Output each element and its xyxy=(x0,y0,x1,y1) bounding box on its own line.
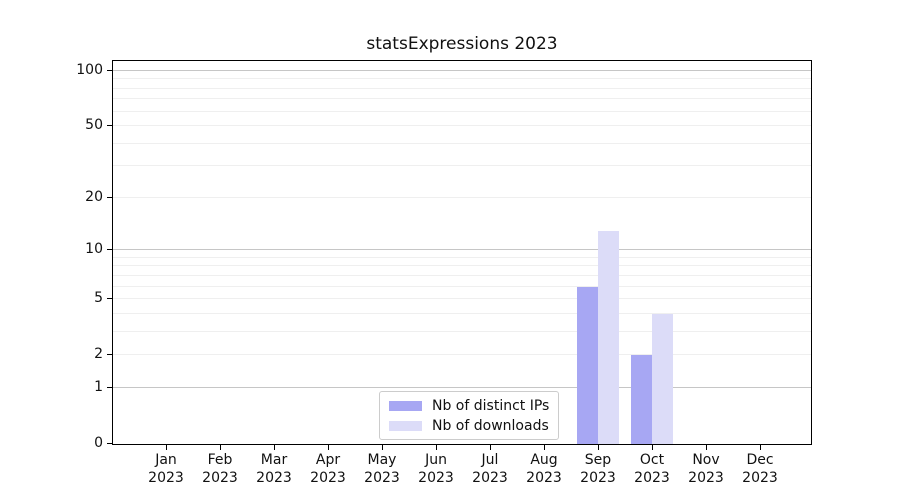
x-tick-label: Feb 2023 xyxy=(202,452,238,486)
y-tick xyxy=(107,354,112,356)
gridline-minor xyxy=(113,274,811,276)
x-tick-label: May 2023 xyxy=(364,452,400,486)
x-tick xyxy=(328,445,329,450)
gridline-major xyxy=(113,386,811,388)
y-tick-label: 0 xyxy=(94,435,103,451)
gridline-minor xyxy=(113,98,811,100)
x-tick-label: Dec 2023 xyxy=(742,452,778,486)
gridline-minor xyxy=(113,330,811,332)
y-tick-label: 5 xyxy=(94,290,103,307)
legend-label-distinct-ips: Nb of distinct IPs xyxy=(432,397,550,414)
x-tick xyxy=(544,445,545,450)
plot-area xyxy=(112,60,812,445)
gridline-minor xyxy=(113,78,811,80)
y-tick-label: 10 xyxy=(85,241,103,258)
chart-title: statsExpressions 2023 xyxy=(366,34,558,54)
gridline-minor xyxy=(113,312,811,314)
legend-swatch-distinct-ips-icon xyxy=(389,400,422,411)
legend-item-distinct-ips: Nb of distinct IPs xyxy=(389,397,549,414)
legend: Nb of distinct IPs Nb of downloads xyxy=(379,391,560,440)
bar-sep-downloads xyxy=(598,230,619,444)
gridline-major xyxy=(113,249,811,251)
gridline-minor xyxy=(113,165,811,167)
gridline-minor xyxy=(113,142,811,144)
y-tick-label: 20 xyxy=(85,188,103,205)
y-tick xyxy=(107,196,112,198)
x-tick-label: Jun 2023 xyxy=(418,452,454,486)
gridline-minor xyxy=(113,125,811,127)
y-tick xyxy=(107,125,112,127)
x-tick xyxy=(382,445,383,450)
y-tick xyxy=(107,249,112,251)
legend-item-downloads: Nb of downloads xyxy=(389,417,549,434)
gridline-minor xyxy=(113,87,811,89)
x-tick-label: Jan 2023 xyxy=(148,452,184,486)
y-tick xyxy=(107,443,112,444)
x-tick xyxy=(490,445,491,450)
gridline-minor xyxy=(113,354,811,356)
x-tick xyxy=(274,445,275,450)
x-tick xyxy=(706,445,707,450)
gridline-minor xyxy=(113,285,811,287)
x-tick xyxy=(436,445,437,450)
x-tick xyxy=(166,445,167,450)
gridline-minor xyxy=(113,196,811,198)
x-tick-label: Jul 2023 xyxy=(472,452,508,486)
legend-swatch-downloads-icon xyxy=(389,420,422,431)
x-tick-label: Mar 2023 xyxy=(256,452,292,486)
gridline-minor xyxy=(113,256,811,258)
y-tick-label: 2 xyxy=(94,346,103,363)
x-tick xyxy=(220,445,221,450)
y-tick xyxy=(107,70,112,71)
x-tick xyxy=(652,445,653,450)
gridline-minor xyxy=(113,110,811,112)
y-tick-label: 100 xyxy=(76,62,103,78)
y-tick-label: 1 xyxy=(94,378,103,395)
x-tick xyxy=(760,445,761,450)
y-tick-label: 50 xyxy=(85,117,103,134)
x-tick-label: Sep 2023 xyxy=(580,452,616,486)
gridline-minor xyxy=(113,265,811,267)
gridline-minor xyxy=(113,298,811,300)
y-tick xyxy=(107,298,112,300)
legend-label-downloads: Nb of downloads xyxy=(432,417,549,434)
x-tick-label: Oct 2023 xyxy=(634,452,670,486)
x-tick-label: Apr 2023 xyxy=(310,452,346,486)
gridline-major xyxy=(113,70,811,71)
bar-oct-downloads xyxy=(652,313,673,444)
x-tick-label: Aug 2023 xyxy=(526,452,562,486)
x-tick xyxy=(598,445,599,450)
bar-sep-distinct-ips xyxy=(577,286,598,444)
y-tick xyxy=(107,386,112,388)
bar-oct-distinct-ips xyxy=(631,355,652,444)
x-tick-label: Nov 2023 xyxy=(688,452,724,486)
